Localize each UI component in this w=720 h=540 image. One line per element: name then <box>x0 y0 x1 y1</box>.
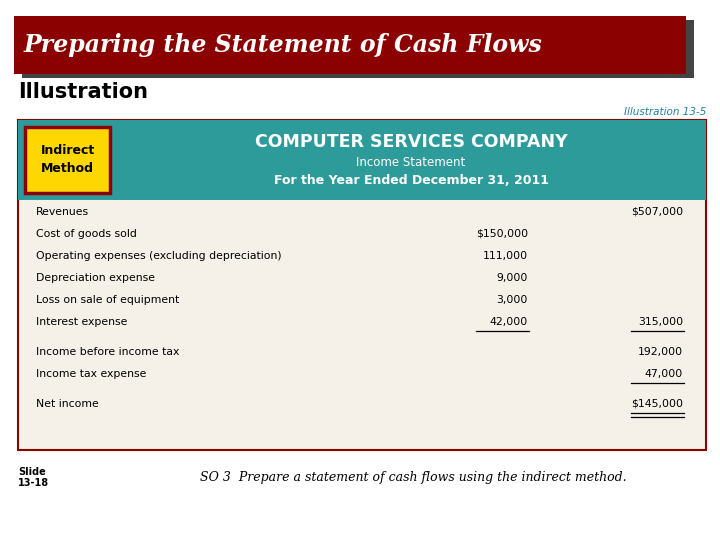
Text: COMPUTER SERVICES COMPANY: COMPUTER SERVICES COMPANY <box>255 133 567 151</box>
Text: Illustration: Illustration <box>18 82 148 102</box>
Text: Preparing the Statement of Cash Flows: Preparing the Statement of Cash Flows <box>24 33 543 57</box>
Text: Income before income tax: Income before income tax <box>36 347 179 357</box>
Text: $507,000: $507,000 <box>631 207 683 217</box>
Text: 3,000: 3,000 <box>497 295 528 305</box>
Text: Revenues: Revenues <box>36 207 89 217</box>
Text: 13-18: 13-18 <box>18 478 49 488</box>
Text: 111,000: 111,000 <box>483 251 528 261</box>
Text: Slide: Slide <box>18 467 46 477</box>
Text: Income Statement: Income Statement <box>356 157 466 170</box>
Bar <box>25 127 110 193</box>
Text: Net income: Net income <box>36 399 99 409</box>
Text: 9,000: 9,000 <box>497 273 528 283</box>
Bar <box>18 120 706 200</box>
Text: 42,000: 42,000 <box>490 317 528 327</box>
Text: Indirect
Method: Indirect Method <box>40 145 94 176</box>
Bar <box>18 120 706 450</box>
Text: Income tax expense: Income tax expense <box>36 369 146 379</box>
Text: Loss on sale of equipment: Loss on sale of equipment <box>36 295 179 305</box>
Text: $145,000: $145,000 <box>631 399 683 409</box>
Text: 47,000: 47,000 <box>644 369 683 379</box>
Text: $150,000: $150,000 <box>476 229 528 239</box>
Text: Cost of goods sold: Cost of goods sold <box>36 229 137 239</box>
Text: Operating expenses (excluding depreciation): Operating expenses (excluding depreciati… <box>36 251 282 261</box>
Bar <box>22 20 694 78</box>
Text: 315,000: 315,000 <box>638 317 683 327</box>
Text: 192,000: 192,000 <box>638 347 683 357</box>
Text: Depreciation expense: Depreciation expense <box>36 273 155 283</box>
Bar <box>14 16 686 74</box>
Text: Interest expense: Interest expense <box>36 317 127 327</box>
Text: SO 3  Prepare a statement of cash flows using the indirect method.: SO 3 Prepare a statement of cash flows u… <box>200 471 626 484</box>
Text: Illustration 13-5: Illustration 13-5 <box>624 107 706 117</box>
Text: For the Year Ended December 31, 2011: For the Year Ended December 31, 2011 <box>274 173 549 186</box>
